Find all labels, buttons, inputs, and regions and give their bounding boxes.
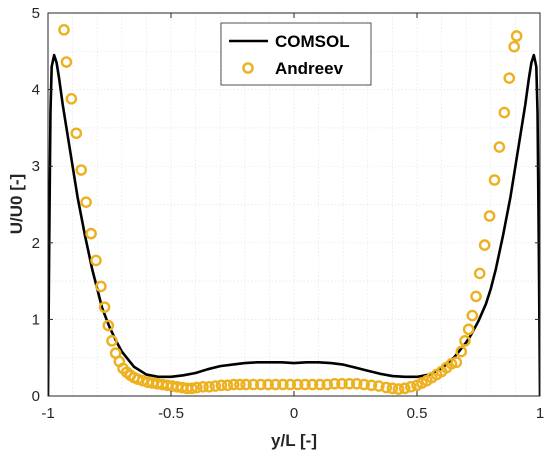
data-point-andreev [398, 382, 411, 395]
data-point-andreev [240, 378, 252, 391]
data-point-andreev [70, 127, 83, 140]
y-tick-labels: 0 1 2 3 4 5 [32, 5, 40, 405]
data-point-andreev [306, 378, 319, 391]
data-point-andreev [466, 309, 479, 322]
data-point-andreev [221, 379, 234, 392]
data-point-andreev [95, 280, 107, 293]
y-tick-label: 4 [32, 82, 40, 99]
data-point-andreev [291, 378, 304, 391]
data-point-andreev [488, 174, 501, 186]
data-point-andreev [75, 164, 88, 176]
x-tick-labels: -1 -0.5 0 0.5 1 [41, 405, 544, 422]
series-line-comsol [48, 53, 540, 396]
data-point-andreev [405, 381, 417, 393]
y-tick-label: 1 [32, 311, 40, 328]
data-point-andreev [215, 379, 228, 392]
data-point-andreev [508, 40, 520, 53]
x-tick-label: 1 [536, 405, 544, 422]
data-point-andreev [60, 56, 73, 68]
data-point-andreev [299, 378, 311, 391]
data-point-andreev [459, 335, 471, 347]
tick-marks [47, 12, 541, 397]
data-point-andreev [478, 239, 491, 251]
data-point-andreev [209, 380, 222, 392]
data-point-andreev [314, 378, 326, 391]
data-point-andreev [227, 378, 240, 391]
data-point-andreev [191, 381, 203, 394]
data-point-andreev [234, 378, 246, 391]
data-point-andreev [450, 356, 463, 369]
data-point-andreev [80, 196, 92, 208]
data-point-andreev [483, 210, 496, 222]
data-point-andreev [503, 72, 516, 84]
legend-box [220, 22, 372, 86]
data-point-andreev [473, 267, 486, 280]
x-tick-label: 0 [290, 405, 298, 422]
y-axis-label: U/U0 [-] [7, 174, 26, 234]
legend-label-comsol: COMSOL [275, 32, 350, 51]
data-point-andreev [470, 290, 482, 303]
data-point-andreev [386, 382, 399, 395]
data-point-andreev [247, 378, 260, 391]
data-point-andreev [462, 323, 475, 336]
data-point-andreev [493, 141, 506, 153]
y-tick-label: 0 [32, 388, 40, 405]
data-point-andreev [262, 378, 274, 391]
data-point-andreev [358, 378, 370, 391]
data-point-andreev [373, 380, 385, 392]
data-point-andreev [328, 377, 341, 390]
data-point-andreev [90, 254, 102, 267]
data-point-andreev [350, 377, 363, 390]
data-point-andreev [98, 301, 111, 313]
legend-swatch-andreev [242, 62, 254, 74]
data-point-andreev [186, 382, 198, 395]
data-point-andreev [498, 106, 511, 119]
y-tick-label: 5 [32, 5, 40, 22]
x-tick-label: 0.5 [407, 405, 428, 422]
data-point-andreev [102, 319, 115, 332]
x-tick-label: -1 [41, 405, 54, 422]
legend: COMSOL Andreev [220, 22, 372, 86]
data-point-andreev [85, 227, 97, 240]
data-point-andreev [284, 378, 297, 391]
data-point-andreev [380, 381, 393, 394]
data-point-andreev [343, 377, 356, 390]
legend-label-andreev: Andreev [275, 59, 344, 78]
series-group [48, 24, 540, 396]
data-point-andreev [336, 377, 348, 390]
data-point-andreev [392, 383, 405, 395]
y-tick-label: 2 [32, 235, 40, 252]
x-tick-label: -0.5 [158, 405, 184, 422]
data-point-andreev [365, 379, 378, 392]
x-axis-label: y/L [-] [271, 431, 317, 450]
data-point-andreev [269, 378, 282, 391]
data-point-andreev [106, 335, 118, 347]
data-point-andreev [58, 24, 70, 36]
data-point-andreev [203, 381, 215, 393]
data-point-andreev [197, 381, 209, 393]
data-point-andreev [455, 345, 468, 358]
data-point-andreev [254, 378, 267, 391]
data-point-andreev [277, 378, 289, 391]
data-point-andreev [321, 378, 334, 391]
data-point-andreev [510, 30, 523, 42]
data-point-andreev [65, 92, 78, 105]
y-tick-label: 3 [32, 158, 40, 175]
